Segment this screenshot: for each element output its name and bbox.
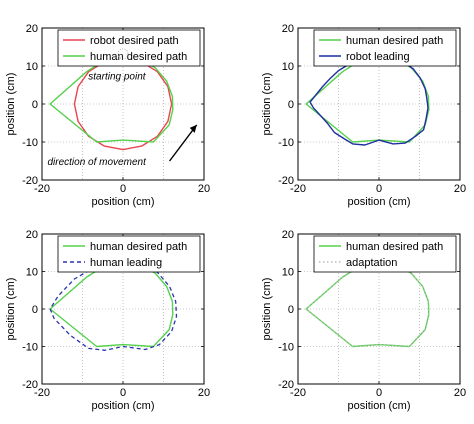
starting-point-label: starting point	[88, 71, 146, 82]
y-tick-label: -10	[278, 137, 294, 149]
x-tick-label: 0	[376, 387, 382, 399]
legend-label: human desired path	[90, 51, 187, 63]
y-tick-label: 10	[282, 61, 294, 73]
y-tick-label: -10	[278, 342, 294, 354]
legend-label: adaptation	[346, 257, 397, 269]
x-tick-label: 20	[454, 183, 466, 195]
y-tick-label: -20	[22, 379, 38, 391]
series-line-2	[49, 259, 178, 351]
y-tick-label: -20	[22, 175, 38, 187]
y-axis-label: position (cm)	[261, 73, 273, 136]
legend-box	[57, 29, 201, 67]
y-tick-label: 0	[288, 99, 294, 111]
y-tick-label: 20	[26, 23, 38, 35]
series-line-2	[305, 261, 430, 348]
y-tick-label: 10	[282, 267, 294, 279]
direction-arrow	[169, 124, 198, 162]
legend: human desired path human leading	[57, 235, 201, 273]
legend-label: robot desired path	[90, 35, 179, 47]
x-tick-label: 0	[120, 387, 126, 399]
legend-label: human desired path	[90, 241, 187, 253]
legend-box	[313, 235, 457, 273]
y-tick-label: -10	[22, 137, 38, 149]
y-tick-label: 0	[288, 304, 294, 316]
chart-panel-2: -20 0 20 -20 -10 0 10 20 position (cm) position (…	[261, 23, 466, 208]
y-tick-label: 20	[282, 229, 294, 241]
y-tick-label: 20	[26, 229, 38, 241]
x-tick-label: 20	[198, 387, 210, 399]
direction-arrow-head	[189, 124, 197, 133]
legend-box	[313, 29, 457, 67]
y-tick-label: -20	[278, 175, 294, 187]
x-axis-label: position (cm)	[348, 400, 411, 412]
x-axis-label: position (cm)	[92, 196, 155, 208]
x-tick-label: -20	[290, 183, 306, 195]
x-axis-label: position (cm)	[348, 196, 411, 208]
direction-label: direction of movement	[47, 157, 147, 168]
x-tick-label: 0	[376, 183, 382, 195]
y-tick-label: 10	[26, 267, 38, 279]
chart-panel-3: -20 0 20 -20 -10 0 10 20 position (cm) position (…	[5, 229, 210, 412]
legend: robot desired path human desired path	[57, 29, 201, 67]
series-line-2	[309, 54, 429, 146]
y-tick-label: -10	[22, 342, 38, 354]
x-tick-label: -20	[34, 387, 50, 399]
legend-label: human desired path	[346, 241, 443, 253]
starting-point-marker	[117, 48, 129, 60]
y-axis-label: position (cm)	[5, 278, 17, 341]
legend: human desired path robot leading	[313, 29, 457, 67]
legend: human desired path adaptation	[313, 235, 457, 273]
legend-label: human leading	[90, 257, 162, 269]
chart-panel-4: -20 0 20 -20 -10 0 10 20 position (cm) position (…	[261, 229, 466, 412]
series-line-2	[49, 55, 174, 143]
series-line-1	[49, 261, 174, 348]
x-tick-label: 20	[454, 387, 466, 399]
x-tick-label: 20	[198, 183, 210, 195]
y-tick-label: 20	[282, 23, 294, 35]
y-tick-label: -20	[278, 379, 294, 391]
x-axis-label: position (cm)	[92, 400, 155, 412]
y-axis-label: position (cm)	[5, 73, 17, 136]
x-tick-label: -20	[34, 183, 50, 195]
y-tick-label: 10	[26, 61, 38, 73]
y-tick-label: 0	[32, 304, 38, 316]
x-tick-label: 0	[120, 183, 126, 195]
series-line-1	[305, 55, 430, 143]
series-line-1	[305, 261, 430, 348]
y-tick-label: 0	[32, 99, 38, 111]
x-tick-label: -20	[290, 387, 306, 399]
legend-label: human desired path	[346, 35, 443, 47]
legend-label: robot leading	[346, 51, 410, 63]
y-axis-label: position (cm)	[261, 278, 273, 341]
chart-panel-1: -20 0 20 -20 -10 0 10 20 position (cm) position (…	[5, 23, 210, 208]
legend-box	[57, 235, 201, 273]
